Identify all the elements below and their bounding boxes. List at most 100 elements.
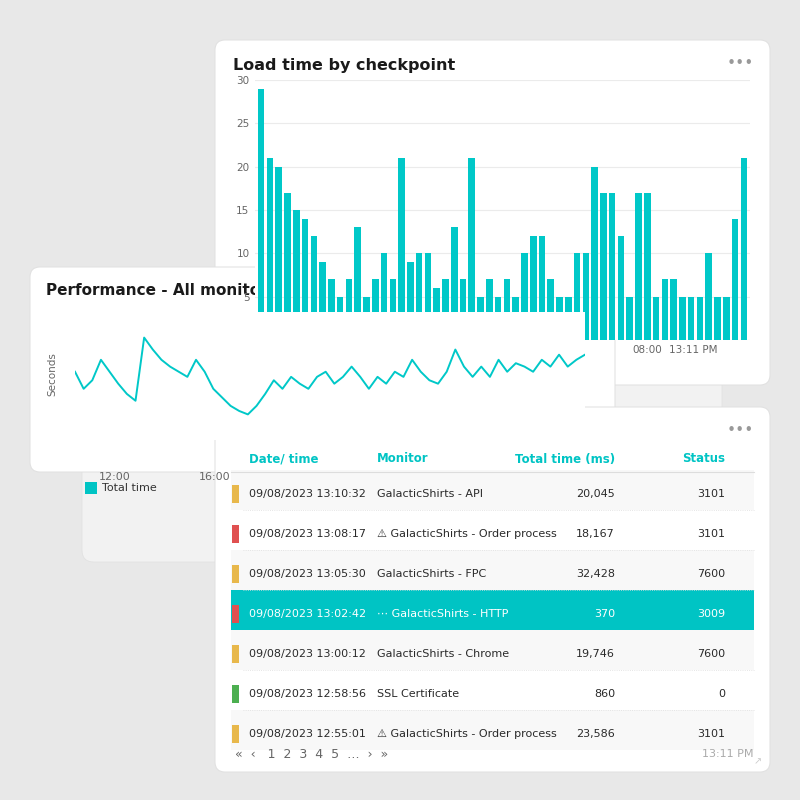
Text: 3101: 3101 bbox=[697, 489, 725, 499]
Bar bbox=[232, 525, 239, 543]
Text: GalacticShirts - API: GalacticShirts - API bbox=[377, 489, 483, 499]
Bar bbox=[679, 297, 686, 340]
Bar bbox=[460, 279, 466, 340]
Text: ↗: ↗ bbox=[754, 756, 762, 766]
Bar bbox=[714, 297, 721, 340]
Bar bbox=[302, 218, 308, 340]
Bar bbox=[232, 725, 239, 743]
Bar bbox=[582, 254, 589, 340]
Text: •••: ••• bbox=[726, 423, 754, 438]
FancyBboxPatch shape bbox=[30, 267, 615, 472]
Text: •••: ••• bbox=[572, 283, 599, 298]
Text: 3101: 3101 bbox=[697, 529, 725, 539]
Text: 09/08/2023 13:00:12: 09/08/2023 13:00:12 bbox=[249, 649, 366, 659]
Text: ⚠ GalacticShirts - Order process: ⚠ GalacticShirts - Order process bbox=[377, 729, 557, 739]
Bar bbox=[381, 254, 387, 340]
Text: 3009: 3009 bbox=[697, 609, 725, 619]
Bar bbox=[232, 645, 239, 663]
Text: Total time: Total time bbox=[102, 483, 157, 493]
Text: ⚠ GalacticShirts - Order process: ⚠ GalacticShirts - Order process bbox=[377, 529, 557, 539]
Text: 0: 0 bbox=[718, 689, 725, 699]
Bar bbox=[609, 193, 615, 340]
Bar bbox=[618, 236, 624, 340]
Text: 13:11 PM: 13:11 PM bbox=[702, 749, 754, 759]
Bar bbox=[521, 254, 528, 340]
Bar bbox=[425, 254, 431, 340]
Bar bbox=[231, 470, 754, 510]
Text: Seconds: Seconds bbox=[47, 353, 57, 397]
FancyBboxPatch shape bbox=[82, 367, 722, 562]
Bar bbox=[706, 254, 712, 340]
Text: 7600: 7600 bbox=[697, 569, 725, 579]
Text: 16:00: 16:00 bbox=[199, 472, 231, 482]
Bar bbox=[434, 288, 440, 340]
Text: 09/08/2023 13:08:17: 09/08/2023 13:08:17 bbox=[249, 529, 366, 539]
Bar bbox=[232, 565, 239, 583]
Bar bbox=[310, 236, 317, 340]
Bar bbox=[319, 262, 326, 340]
Bar bbox=[231, 710, 754, 750]
Bar bbox=[266, 158, 274, 340]
Bar bbox=[556, 297, 563, 340]
Bar bbox=[258, 89, 265, 340]
Text: Last checks - All monitors: Last checks - All monitors bbox=[233, 425, 474, 443]
Text: 09/08/2023 13:10:32: 09/08/2023 13:10:32 bbox=[249, 489, 366, 499]
Bar bbox=[284, 193, 290, 340]
Bar bbox=[85, 482, 97, 494]
Bar bbox=[486, 279, 493, 340]
Bar bbox=[626, 297, 633, 340]
Text: •••: ••• bbox=[726, 56, 754, 71]
Text: 370: 370 bbox=[594, 609, 615, 619]
Bar bbox=[662, 279, 668, 340]
Text: 18,167: 18,167 bbox=[576, 529, 615, 539]
Bar bbox=[697, 297, 703, 340]
Text: Monitor: Monitor bbox=[377, 453, 429, 466]
Text: 20,045: 20,045 bbox=[576, 489, 615, 499]
Bar bbox=[644, 193, 650, 340]
Text: GalacticShirts - Chrome: GalacticShirts - Chrome bbox=[377, 649, 509, 659]
FancyBboxPatch shape bbox=[215, 40, 770, 385]
Bar bbox=[442, 279, 449, 340]
Bar bbox=[670, 279, 677, 340]
Text: Status: Status bbox=[682, 453, 725, 466]
Bar bbox=[390, 279, 396, 340]
Text: Performance - All monitors: Performance - All monitors bbox=[46, 283, 277, 298]
Bar bbox=[398, 158, 405, 340]
Text: Total time (ms): Total time (ms) bbox=[515, 453, 615, 466]
Bar bbox=[469, 158, 475, 340]
Bar bbox=[530, 236, 537, 340]
Text: 09/08/2023 12:55:01: 09/08/2023 12:55:01 bbox=[249, 729, 366, 739]
Bar bbox=[478, 297, 484, 340]
Text: 09/08/2023 13:02:42: 09/08/2023 13:02:42 bbox=[249, 609, 366, 619]
Text: GalacticShirts - FPC: GalacticShirts - FPC bbox=[377, 569, 486, 579]
Bar bbox=[232, 605, 239, 623]
FancyBboxPatch shape bbox=[215, 407, 770, 772]
Bar bbox=[354, 227, 361, 340]
Bar bbox=[232, 685, 239, 703]
Text: Load time by checkpoint: Load time by checkpoint bbox=[233, 58, 455, 73]
Bar bbox=[547, 279, 554, 340]
Text: 3101: 3101 bbox=[697, 729, 725, 739]
Bar bbox=[337, 297, 343, 340]
Bar bbox=[653, 297, 659, 340]
Bar bbox=[503, 279, 510, 340]
Text: 19,746: 19,746 bbox=[576, 649, 615, 659]
Bar bbox=[328, 279, 334, 340]
Bar bbox=[723, 297, 730, 340]
Bar bbox=[275, 166, 282, 340]
Text: Date/ time: Date/ time bbox=[249, 453, 318, 466]
Bar bbox=[565, 297, 572, 340]
Text: «  ‹   1  2  3  4  5  …  ›  »: « ‹ 1 2 3 4 5 … › » bbox=[235, 747, 388, 761]
Text: 7600: 7600 bbox=[697, 649, 725, 659]
Text: 12:00: 12:00 bbox=[99, 472, 131, 482]
Text: 32,428: 32,428 bbox=[576, 569, 615, 579]
Bar bbox=[293, 210, 299, 340]
Bar bbox=[451, 227, 458, 340]
Bar bbox=[600, 193, 606, 340]
Bar bbox=[416, 254, 422, 340]
Bar bbox=[407, 262, 414, 340]
Bar bbox=[512, 297, 519, 340]
Bar bbox=[372, 279, 378, 340]
Bar bbox=[231, 590, 754, 630]
Text: SSL Certificate: SSL Certificate bbox=[377, 689, 459, 699]
